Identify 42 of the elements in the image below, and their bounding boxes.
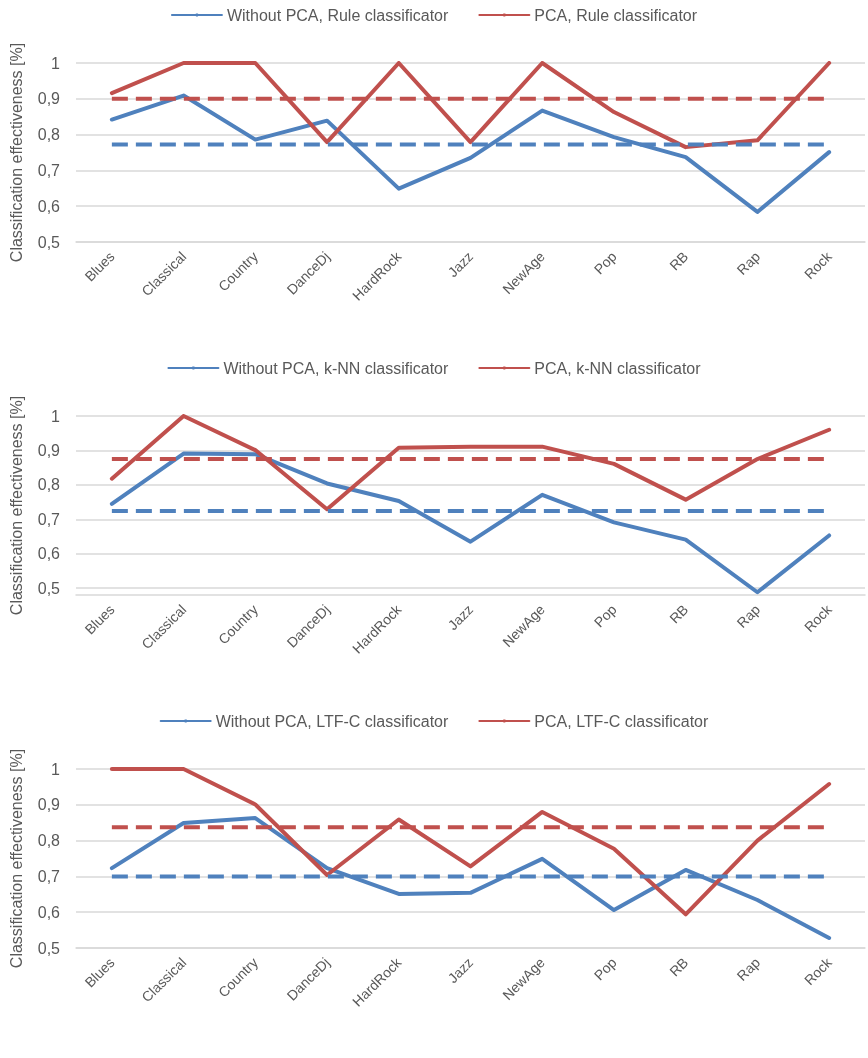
y-tick-label: 1: [51, 760, 61, 778]
legend-label: PCA, Rule classificator: [534, 6, 698, 24]
y-axis-title: Classification effectiveness [%]: [7, 395, 25, 616]
y-tick-label: 0,6: [37, 903, 61, 921]
x-tick-label: Rap: [733, 248, 764, 278]
line-series: [109, 93, 832, 214]
x-tick-label: Pop: [590, 601, 620, 631]
line-series: [109, 816, 832, 940]
y-tick-label: 0,5: [37, 939, 61, 957]
y-tick-label: 0,7: [37, 161, 61, 179]
line-series: [109, 414, 832, 512]
y-tick-label: 0,7: [37, 867, 61, 885]
y-tick-label: 0,9: [37, 441, 61, 459]
legend-label: PCA, k-NN classificator: [534, 359, 702, 377]
x-tick-label: Pop: [590, 954, 620, 984]
line-series: [109, 61, 832, 150]
y-tick-label: 1: [51, 54, 61, 72]
legend-label: Without PCA, k-NN classificator: [223, 359, 450, 377]
legend-label: Without PCA, LTF-C classificator: [215, 712, 450, 730]
y-tick-label: 0,8: [37, 832, 61, 850]
y-tick-label: 1: [51, 407, 61, 425]
y-tick-label: 0,8: [37, 126, 61, 144]
line-series: [109, 451, 832, 595]
x-tick-label: RB: [666, 954, 692, 980]
x-tick-label: RB: [666, 248, 692, 274]
line-series: [109, 767, 832, 917]
y-axis-title: Classification effectiveness [%]: [7, 748, 25, 969]
y-tick-label: 0,5: [37, 233, 61, 251]
x-tick-label: Rap: [733, 954, 764, 984]
legend-label: PCA, LTF-C classificator: [534, 712, 709, 730]
x-tick-label: RB: [666, 601, 692, 627]
legend-label: Without PCA, Rule classificator: [226, 6, 450, 24]
y-tick-label: 0,8: [37, 476, 61, 494]
y-tick-label: 0,6: [37, 545, 61, 563]
y-tick-label: 0,9: [37, 90, 61, 108]
x-tick-label: Rap: [733, 601, 764, 631]
y-axis-title: Classification effectiveness [%]: [7, 42, 25, 263]
y-tick-label: 0,5: [37, 579, 61, 597]
y-tick-label: 0,7: [37, 510, 61, 528]
y-tick-label: 0,9: [37, 796, 61, 814]
y-tick-label: 0,6: [37, 197, 61, 215]
x-tick-label: Pop: [590, 248, 620, 278]
